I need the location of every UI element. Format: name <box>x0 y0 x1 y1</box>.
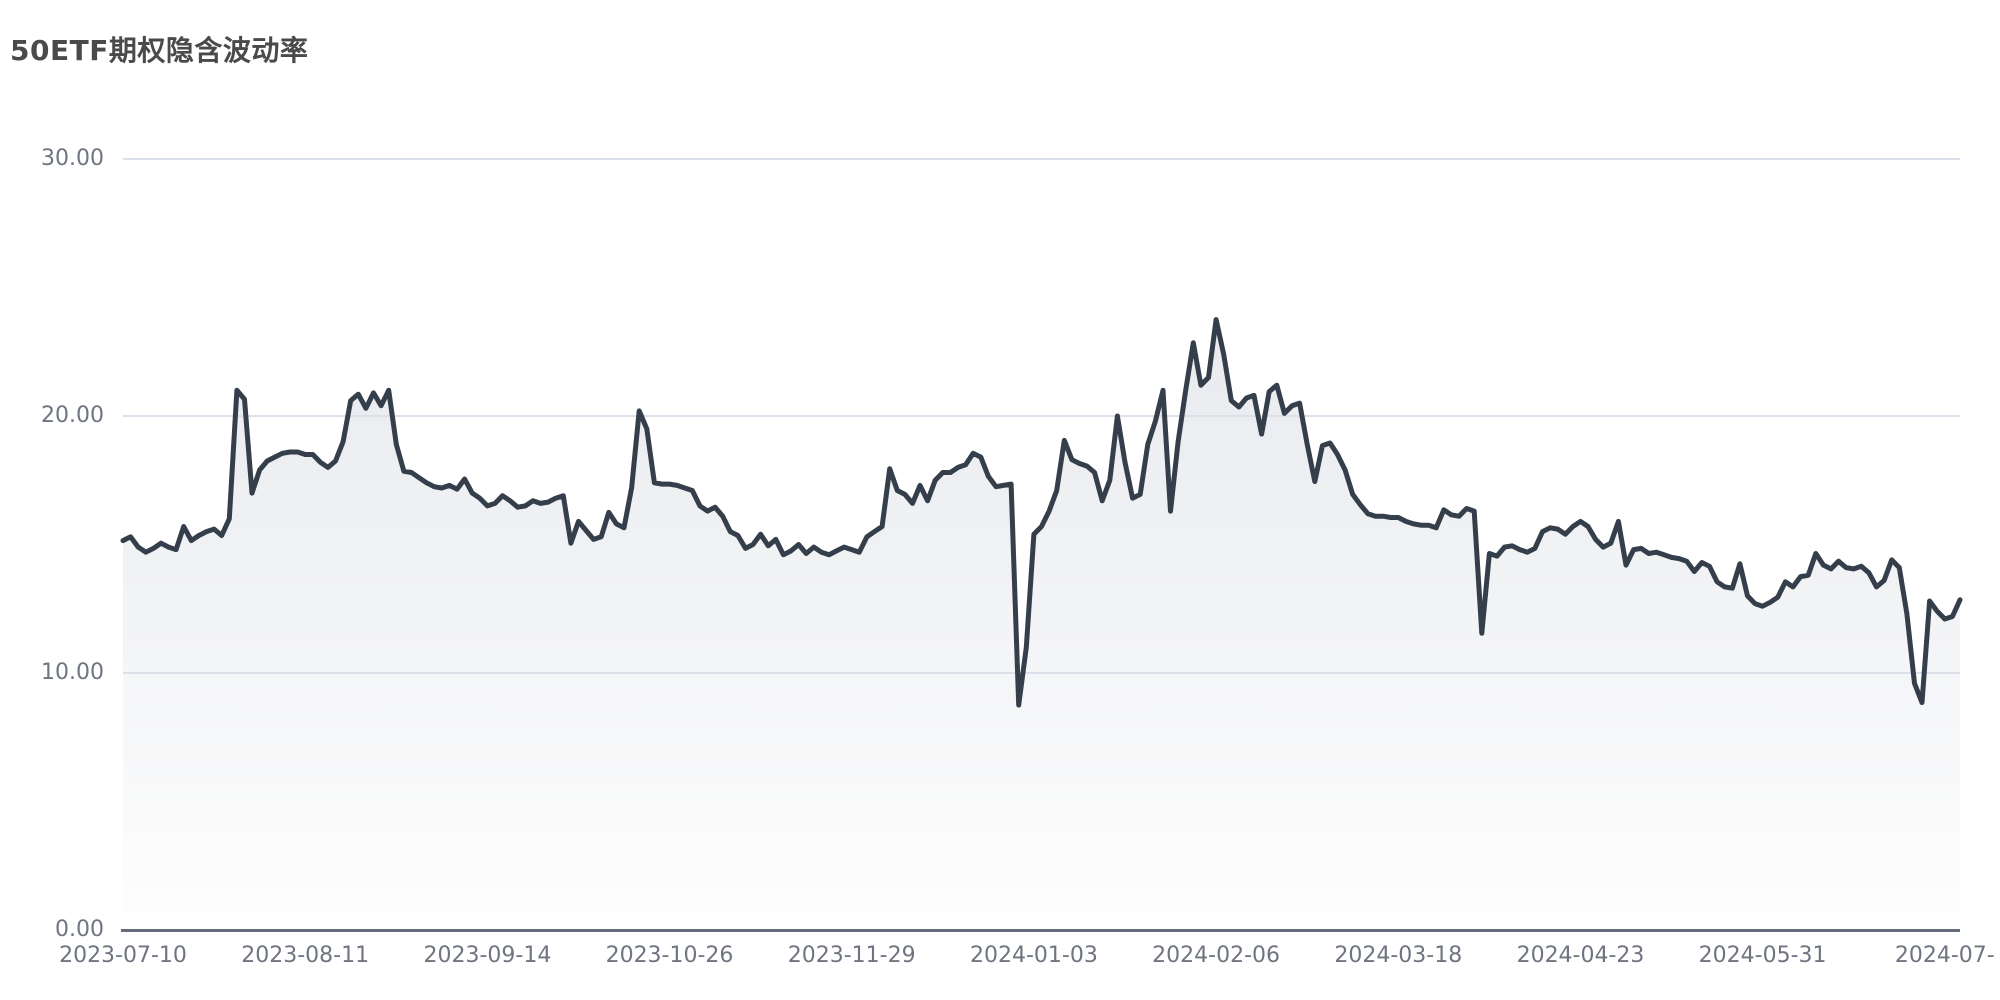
x-tick-label-2024-02-06: 2024-02-06 <box>1152 943 1281 968</box>
y-tick-label-0.00: 0.00 <box>55 917 104 942</box>
x-tick-label-2023-09-14: 2023-09-14 <box>423 943 552 968</box>
x-tick-label-2024-03-18: 2024-03-18 <box>1334 943 1463 968</box>
series-line <box>120 317 1963 708</box>
x-tick-label-2024-01-03: 2024-01-03 <box>969 943 1098 968</box>
x-tick-label-2024-04-23: 2024-04-23 <box>1516 943 1645 968</box>
x-tick-label-2023-07-10: 2023-07-10 <box>59 943 187 968</box>
y-tick-label-20.00: 20.00 <box>41 403 104 428</box>
chart-title: 50ETF期权隐含波动率 <box>10 34 309 67</box>
x-tick-label-2023-11-29: 2023-11-29 <box>787 943 916 968</box>
y-gridlines <box>123 158 1960 674</box>
x-tick-label-2024-07-: 2024-07- <box>1894 943 1995 968</box>
x-tick-label-2023-10-26: 2023-10-26 <box>605 943 734 968</box>
y-tick-label-10.00: 10.00 <box>41 660 104 685</box>
y-tick-label-30.00: 30.00 <box>41 146 104 171</box>
x-tick-label-2023-08-11: 2023-08-11 <box>241 943 370 968</box>
x-tick-label-2024-05-31: 2024-05-31 <box>1698 943 1827 968</box>
series-area-fill <box>123 319 1960 931</box>
